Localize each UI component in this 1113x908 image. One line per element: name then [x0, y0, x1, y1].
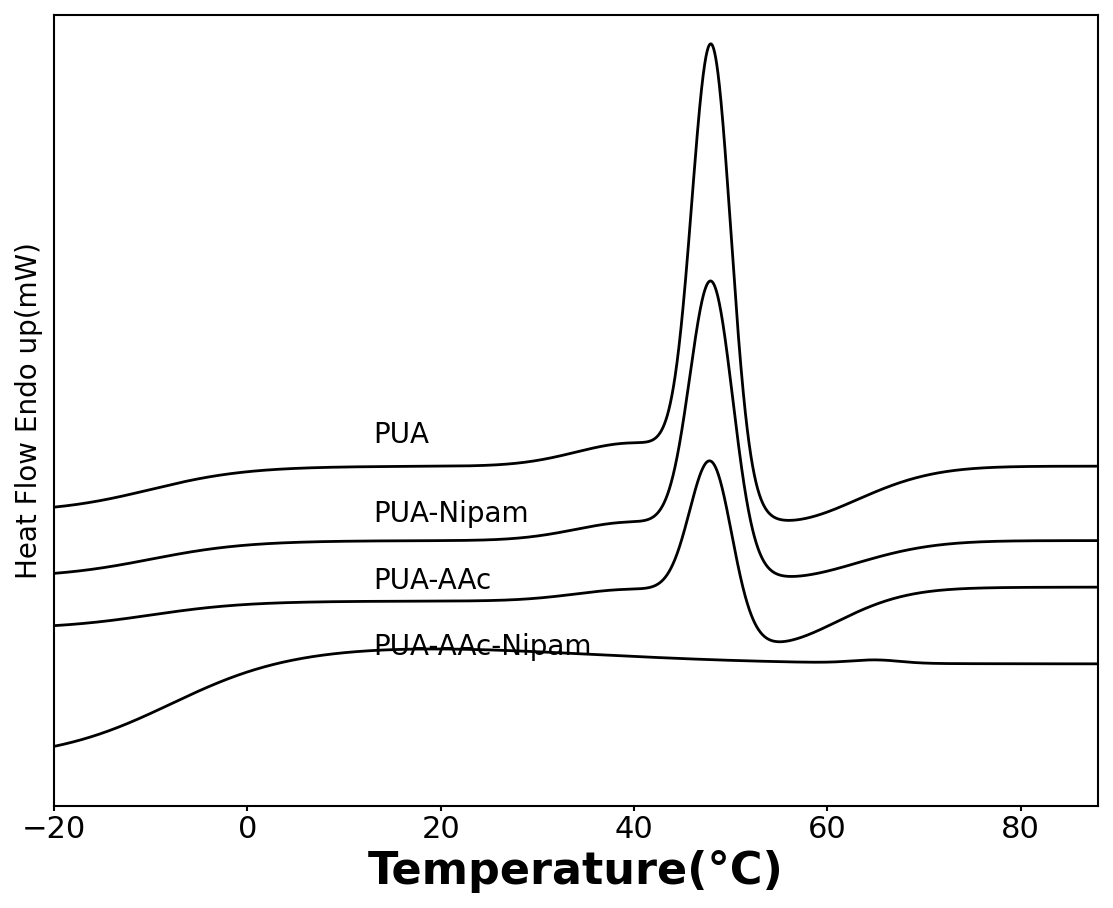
Text: PUA: PUA: [373, 421, 430, 449]
X-axis label: Temperature(°C): Temperature(°C): [368, 850, 784, 893]
Text: PUA-Nipam: PUA-Nipam: [373, 500, 529, 528]
Text: PUA-AAc-Nipam: PUA-AAc-Nipam: [373, 633, 592, 660]
Y-axis label: Heat Flow Endo up(mW): Heat Flow Endo up(mW): [14, 242, 43, 578]
Text: PUA-AAc: PUA-AAc: [373, 568, 491, 596]
